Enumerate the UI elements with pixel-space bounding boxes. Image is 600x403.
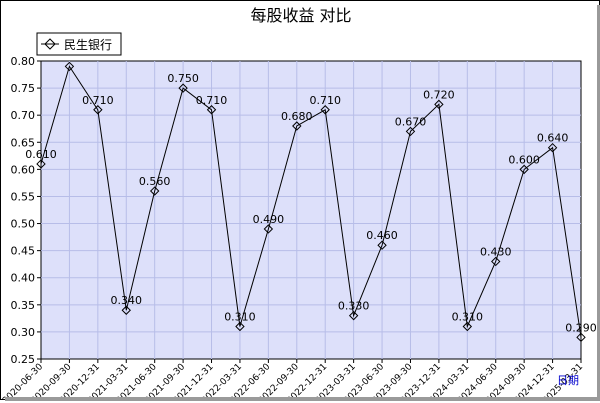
data-point [149,186,160,196]
data-label: 0.720 [423,88,455,101]
data-point [36,159,46,169]
data-point [292,121,302,131]
series-line [40,65,582,338]
data-label: 0.430 [480,245,512,258]
data-label: 0.610 [25,148,57,161]
y-tick-label: 0.75 [11,82,36,95]
data-point [263,224,274,234]
data-label: 0.310 [452,310,484,323]
data-label: 0.710 [309,94,341,107]
legend: 民生银行 [36,32,122,56]
data-point [121,305,131,315]
y-tick-label: 0.45 [11,245,36,258]
y-tick-label: 0.70 [11,109,36,122]
data-point [491,256,501,267]
y-tick-label: 0.55 [11,190,36,203]
data-label: 0.750 [167,72,199,85]
y-tick-label: 0.60 [11,163,36,176]
data-point [519,164,529,175]
data-point [64,61,75,72]
data-point [405,126,416,137]
data-label: 0.640 [537,132,569,145]
data-label: 0.490 [253,213,285,226]
data-label: 0.680 [281,110,313,123]
data-label: 0.310 [224,310,256,323]
data-point [434,99,444,110]
y-tick-label: 0.65 [11,136,36,149]
y-tick-label: 0.80 [11,55,36,68]
y-tick-label: 0.30 [11,326,36,339]
legend-label: 民生银行 [64,38,112,52]
data-label: 0.460 [366,229,398,242]
data-point [93,105,103,115]
data-label: 0.710 [82,94,114,107]
plot-area [40,60,582,360]
data-point [206,105,217,115]
data-label: 0.670 [395,115,427,128]
data-label: 0.600 [508,153,540,166]
x-axis-label: 日期 [557,374,579,387]
y-tick-label: 0.50 [11,218,36,231]
data-point [320,105,330,115]
y-tick-label: 0.35 [11,299,36,312]
data-point [576,332,586,343]
data-label: 0.290 [565,321,597,334]
legend-marker-icon [44,38,56,50]
y-tick-label: 0.40 [11,272,36,285]
data-point [547,142,558,153]
data-label: 0.560 [139,175,171,188]
data-point [235,321,245,332]
data-label: 0.710 [196,94,228,107]
grid [41,61,581,359]
data-label: 0.340 [111,294,143,307]
y-tick-label: 0.25 [11,353,36,366]
data-label: 0.330 [338,300,370,313]
chart-title: 每股收益 对比 [250,6,351,25]
data-point [377,240,387,250]
data-point [462,321,473,332]
data-point [178,83,188,93]
data-point [348,310,359,321]
